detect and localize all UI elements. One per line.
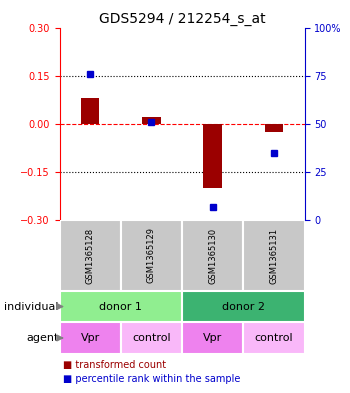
Bar [142,118,161,124]
Bar [203,124,222,188]
Text: donor 1: donor 1 [99,301,142,312]
Text: GSM1365128: GSM1365128 [86,228,94,283]
Bar [60,220,121,291]
Text: GSM1365130: GSM1365130 [208,228,217,283]
Bar [81,98,99,124]
Text: GSM1365131: GSM1365131 [270,228,278,283]
Text: Vpr: Vpr [80,333,100,343]
Bar [182,220,243,291]
Bar [243,220,304,291]
Text: individual: individual [4,301,58,312]
Bar [60,322,121,354]
Text: ■ transformed count: ■ transformed count [63,360,166,370]
Bar [60,291,182,322]
Text: control: control [254,333,293,343]
Bar [182,291,304,322]
Bar [243,322,304,354]
Bar [121,220,182,291]
Text: ■ percentile rank within the sample: ■ percentile rank within the sample [63,374,240,384]
Title: GDS5294 / 212254_s_at: GDS5294 / 212254_s_at [99,13,265,26]
Text: GSM1365129: GSM1365129 [147,228,156,283]
Text: Vpr: Vpr [203,333,222,343]
Text: donor 2: donor 2 [222,301,265,312]
Text: agent: agent [26,333,58,343]
Bar [182,322,243,354]
Text: control: control [132,333,171,343]
Bar [121,322,182,354]
Bar [265,124,283,132]
